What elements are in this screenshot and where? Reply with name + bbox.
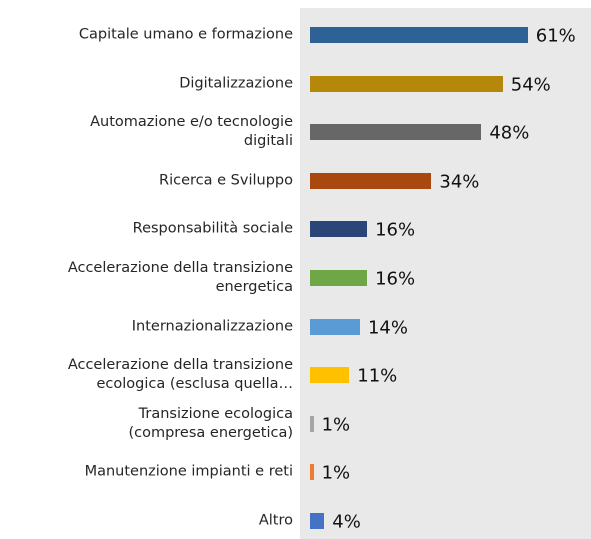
category-label: Internazionalizzazione <box>131 318 293 335</box>
value-label: 34% <box>439 171 480 193</box>
bar <box>310 318 360 335</box>
value-label: 16% <box>375 268 416 290</box>
value-label: 48% <box>489 122 530 144</box>
category-label: Transizione ecologica (compresa energeti… <box>128 405 293 441</box>
bar <box>310 221 368 238</box>
value-label: 4% <box>332 511 361 533</box>
category-label: Digitalizzazione <box>179 75 293 92</box>
bar <box>310 270 368 286</box>
value-label: 16% <box>375 219 416 241</box>
category-label: Ricerca e Sviluppo <box>159 172 293 189</box>
value-label: 54% <box>510 73 551 95</box>
bar <box>310 124 482 141</box>
bar <box>310 513 325 529</box>
value-label: 1% <box>321 462 351 484</box>
category-label: Accelerazione della transizione ecologic… <box>67 357 293 393</box>
category-label: Responsabilità sociale <box>132 220 293 237</box>
category-label: Capitale umano e formazione <box>78 26 293 43</box>
category-label: Automazione e/o tecnologie digitali <box>90 114 293 150</box>
category-label: Altro <box>258 512 293 529</box>
bar <box>310 172 432 189</box>
bar <box>310 27 528 43</box>
value-label: 61% <box>535 25 576 47</box>
bar <box>310 415 314 432</box>
value-label: 1% <box>321 414 351 436</box>
bar <box>310 367 350 384</box>
value-label: 11% <box>357 365 398 387</box>
value-label: 14% <box>367 316 408 338</box>
bar <box>310 75 503 92</box>
category-label: Manutenzione impianti e reti <box>84 463 293 480</box>
category-label: Accelerazione della transizione energeti… <box>67 260 293 295</box>
bar <box>310 464 314 481</box>
